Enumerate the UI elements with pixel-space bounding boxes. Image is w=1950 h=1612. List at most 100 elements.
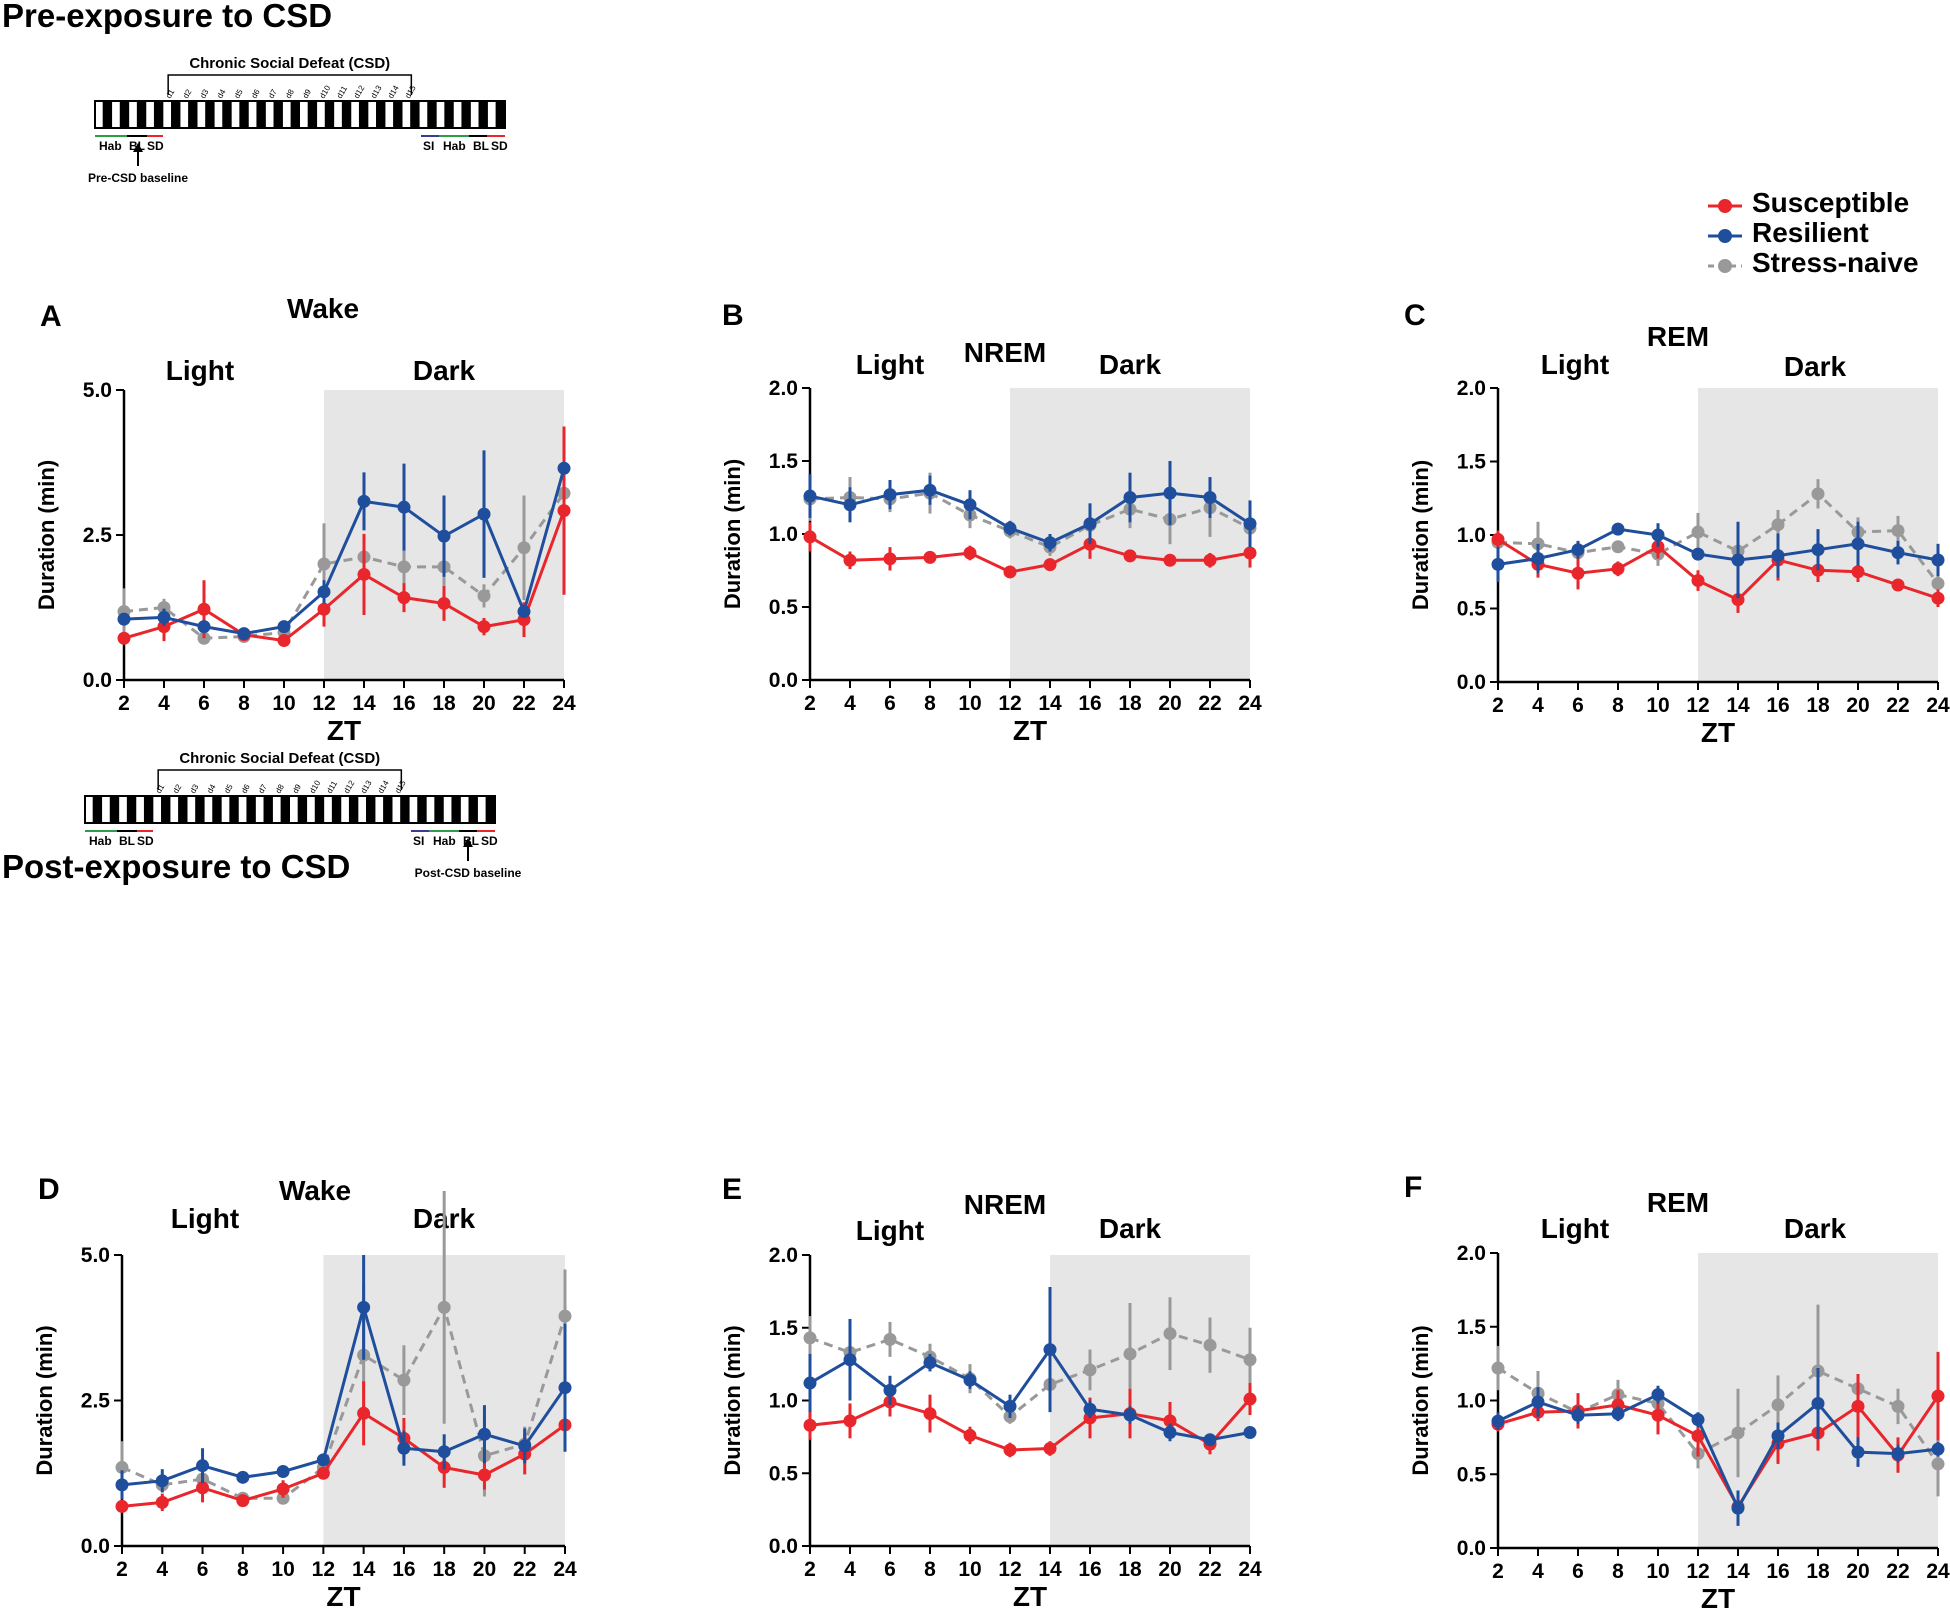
timeline-right-label: SD: [491, 139, 508, 153]
timeline-day-label: d11: [335, 84, 349, 100]
x-tick-label: 22: [1886, 694, 1909, 717]
data-point-resilient: [1531, 1395, 1545, 1409]
legend: Susceptible Resilient Stress-naive: [1708, 187, 1919, 278]
panel-title: NREM: [964, 337, 1046, 368]
data-point-susceptible: [1243, 546, 1257, 560]
data-point-susceptible: [157, 620, 171, 634]
data-point-stress-naive: [1931, 1457, 1945, 1471]
data-point-resilient: [1931, 1442, 1945, 1456]
data-point-resilient: [1243, 517, 1257, 531]
data-point-stress-naive: [157, 601, 171, 614]
section-title-post: Post-exposure to CSD: [2, 848, 350, 885]
y-tick-label: 2.0: [769, 1244, 798, 1267]
timeline-day-label: d3: [188, 782, 201, 795]
timeline-right-label: SI: [413, 834, 424, 848]
data-point-resilient: [1931, 553, 1945, 567]
timeline-stripe: [92, 796, 103, 823]
x-tick-label: 24: [1926, 1560, 1950, 1583]
timeline-day-label: d13: [359, 778, 374, 795]
data-point-susceptible: [1163, 553, 1177, 567]
x-tick-label: 2: [1492, 1560, 1504, 1583]
data-point-stress-naive: [437, 1300, 451, 1314]
data-point-resilient: [1531, 552, 1545, 566]
series-line-resilient: [121, 1301, 567, 1487]
timeline-stripe: [102, 101, 113, 128]
x-tick-label: 14: [352, 1558, 376, 1581]
x-tick-label: 4: [158, 692, 170, 715]
panel-title: Wake: [287, 293, 359, 324]
x-tick-label: 20: [1158, 1558, 1181, 1581]
data-point-resilient: [843, 1353, 857, 1367]
x-tick-label: 14: [1726, 1560, 1750, 1583]
x-tick-label: 14: [352, 692, 376, 715]
timeline-stripe: [495, 101, 505, 128]
timeline-stripe: [427, 101, 437, 128]
series-line-stress-naive: [121, 1303, 567, 1500]
series-line-resilient: [123, 467, 566, 636]
data-point-resilient: [115, 1478, 129, 1492]
data-point-susceptible: [276, 1482, 290, 1496]
data-point-resilient: [157, 610, 171, 624]
data-point-susceptible: [1243, 1392, 1257, 1406]
x-tick-label: 6: [884, 1558, 896, 1581]
x-tick-label: 4: [156, 1558, 168, 1581]
data-point-susceptible: [277, 634, 291, 648]
timeline-left-label: Hab: [89, 834, 112, 848]
data-point-stress-naive: [1811, 487, 1825, 501]
timeline-stripe: [239, 101, 249, 128]
timeline-csd-title: Chronic Social Defeat (CSD): [179, 750, 380, 767]
data-point-resilient: [1851, 1445, 1865, 1459]
data-point-stress-naive: [1891, 524, 1905, 538]
series-resilient: [115, 1255, 572, 1500]
series-line-susceptible: [1497, 538, 1939, 602]
x-axis-title: ZT: [327, 715, 361, 746]
timeline-stripe: [366, 796, 376, 823]
series-stress-naive: [803, 1297, 1257, 1424]
data-point-resilient: [883, 1383, 897, 1397]
data-point-susceptible: [1003, 565, 1017, 579]
timeline-stripe: [143, 796, 154, 823]
x-tick-label: 2: [1492, 694, 1504, 717]
x-tick-label: 10: [958, 1558, 981, 1581]
timeline-stripe: [229, 796, 239, 823]
series-line-stress-naive: [123, 492, 566, 640]
data-point-susceptible: [803, 530, 817, 544]
timeline-stripe: [461, 101, 471, 128]
timeline-day-label: d7: [267, 87, 280, 100]
x-tick-label: 2: [804, 692, 816, 715]
data-point-susceptible: [1851, 1399, 1865, 1413]
data-point-resilient: [1891, 546, 1905, 560]
data-point-resilient: [1651, 528, 1665, 542]
legend-swatch-susceptible-dot: [1718, 199, 1732, 213]
y-axis-title: Duration (min): [34, 460, 59, 610]
timeline-day-label: d11: [325, 779, 339, 795]
data-point-resilient: [1731, 553, 1745, 567]
timeline-baseline-arrow-head: [133, 143, 143, 152]
data-point-susceptible: [477, 1468, 491, 1482]
data-point-resilient: [883, 488, 897, 502]
timeline-post-csd: d1 d2 d3 d4 d5 d6 d7 d8 d9 d10 d11 d12 d13 d14 d15Chro…: [84, 750, 522, 880]
data-point-susceptible: [1891, 578, 1905, 592]
data-point-resilient: [1771, 1429, 1785, 1443]
phase-label-dark: Dark: [1099, 1213, 1162, 1244]
panel-letter: F: [1404, 1171, 1422, 1204]
timeline-stripe: [256, 101, 266, 128]
timeline-stripe: [478, 101, 488, 128]
timeline-day-label: d12: [352, 83, 367, 100]
data-point-resilient: [1571, 543, 1585, 557]
y-axis-title: Duration (min): [1408, 460, 1433, 610]
panel-title: REM: [1647, 321, 1709, 352]
timeline-day-label: d5: [232, 87, 245, 100]
phase-label-light: Light: [856, 1215, 924, 1246]
data-point-susceptible: [963, 546, 977, 560]
data-point-resilient: [1203, 1433, 1217, 1447]
data-point-resilient: [1851, 537, 1865, 551]
x-tick-label: 10: [1646, 694, 1669, 717]
y-tick-label: 0.0: [83, 669, 112, 692]
data-point-susceptible: [437, 596, 451, 610]
data-point-susceptible: [1571, 566, 1585, 580]
data-point-resilient: [155, 1474, 169, 1488]
timeline-day-label: d10: [308, 778, 323, 795]
data-point-resilient: [277, 620, 291, 634]
